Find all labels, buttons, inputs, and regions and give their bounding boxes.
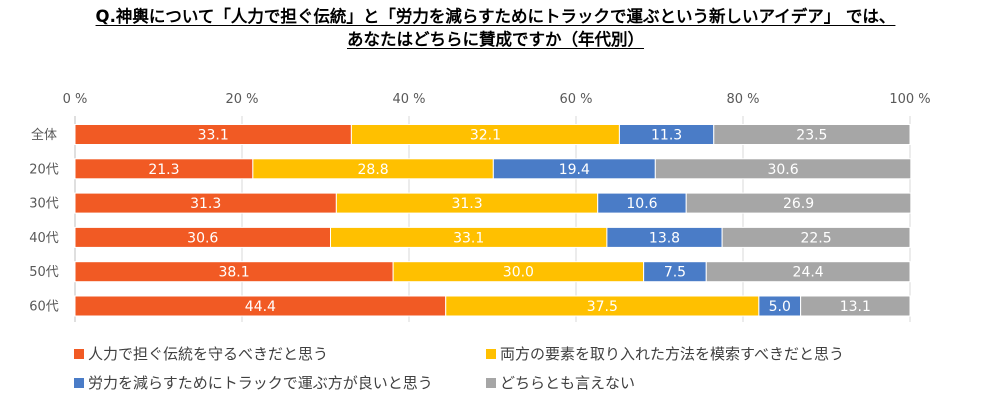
data-label: 44.4 [245,299,276,315]
data-label: 38.1 [218,265,249,281]
legend-swatch-2 [74,377,84,388]
x-tick-label: 80 % [726,92,759,107]
bar-segment [721,226,911,248]
data-label: 11.3 [651,128,682,144]
category-label: 40代 [29,231,59,246]
data-label: 30.6 [187,230,218,246]
legend-label-2: 労力を減らすためにトラックで運ぶ方が良いと思う [88,374,433,392]
x-tick-label: 20 % [225,92,258,107]
chart-title-line-2: あなたはどちらに賛成ですか（年代別） [347,30,644,49]
bar-segment [654,158,912,180]
data-label: 23.5 [796,128,827,144]
bar-segment [705,261,911,283]
data-label: 5.0 [769,299,791,315]
data-label: 28.8 [358,162,389,178]
data-label: 30.6 [767,162,798,178]
x-tick-label: 100 % [889,92,930,107]
data-label: 13.8 [649,230,680,246]
data-label: 33.1 [198,128,229,144]
bar-segment [800,295,911,317]
x-tick-label: 40 % [392,92,425,107]
data-label: 22.5 [800,230,831,246]
data-label: 31.3 [451,196,482,212]
legend-label-1: 両方の要素を取り入れた方法を模索すべきだと思う [500,345,844,363]
legend-item-3: どちらとも言えない [486,372,635,393]
legend-label-3: どちらとも言えない [500,374,636,392]
legend-swatch-0 [74,348,84,359]
data-label: 30.0 [503,265,534,281]
legend-item-2: 労力を減らすためにトラックで運ぶ方が良いと思う [74,372,433,393]
data-label: 24.4 [793,265,824,281]
bar-segment [713,124,911,145]
data-label: 10.6 [626,196,657,212]
data-label: 21.3 [148,162,179,178]
data-label: 37.5 [587,299,618,315]
legend-label-0: 人力で担ぐ伝統を守るべきだと思う [88,345,329,363]
x-tick-label: 0 % [63,92,88,107]
legend-swatch-1 [486,348,496,359]
category-label: 60代 [29,300,59,315]
category-label: 30代 [29,197,59,212]
category-label: 全体 [31,127,57,143]
legend-item-1: 両方の要素を取り入れた方法を模索すべきだと思う [486,343,844,364]
chart-title-line-1: Q.神輿について「人力で担ぐ伝統」と「労力を減らすためにトラックで運ぶという新し… [95,7,896,26]
data-label: 26.9 [783,196,814,212]
legend-item-0: 人力で担ぐ伝統を守るべきだと思う [74,343,328,364]
data-label: 13.1 [840,299,871,315]
data-label: 33.1 [453,230,484,246]
data-label: 31.3 [190,196,221,212]
category-label: 20代 [29,162,59,177]
legend-swatch-3 [486,377,496,388]
data-label: 19.4 [559,162,590,178]
bar-segment [685,192,912,214]
x-tick-label: 60 % [559,92,592,107]
data-label: 32.1 [470,128,501,144]
category-label: 50代 [29,265,59,280]
data-label: 7.5 [664,265,686,281]
